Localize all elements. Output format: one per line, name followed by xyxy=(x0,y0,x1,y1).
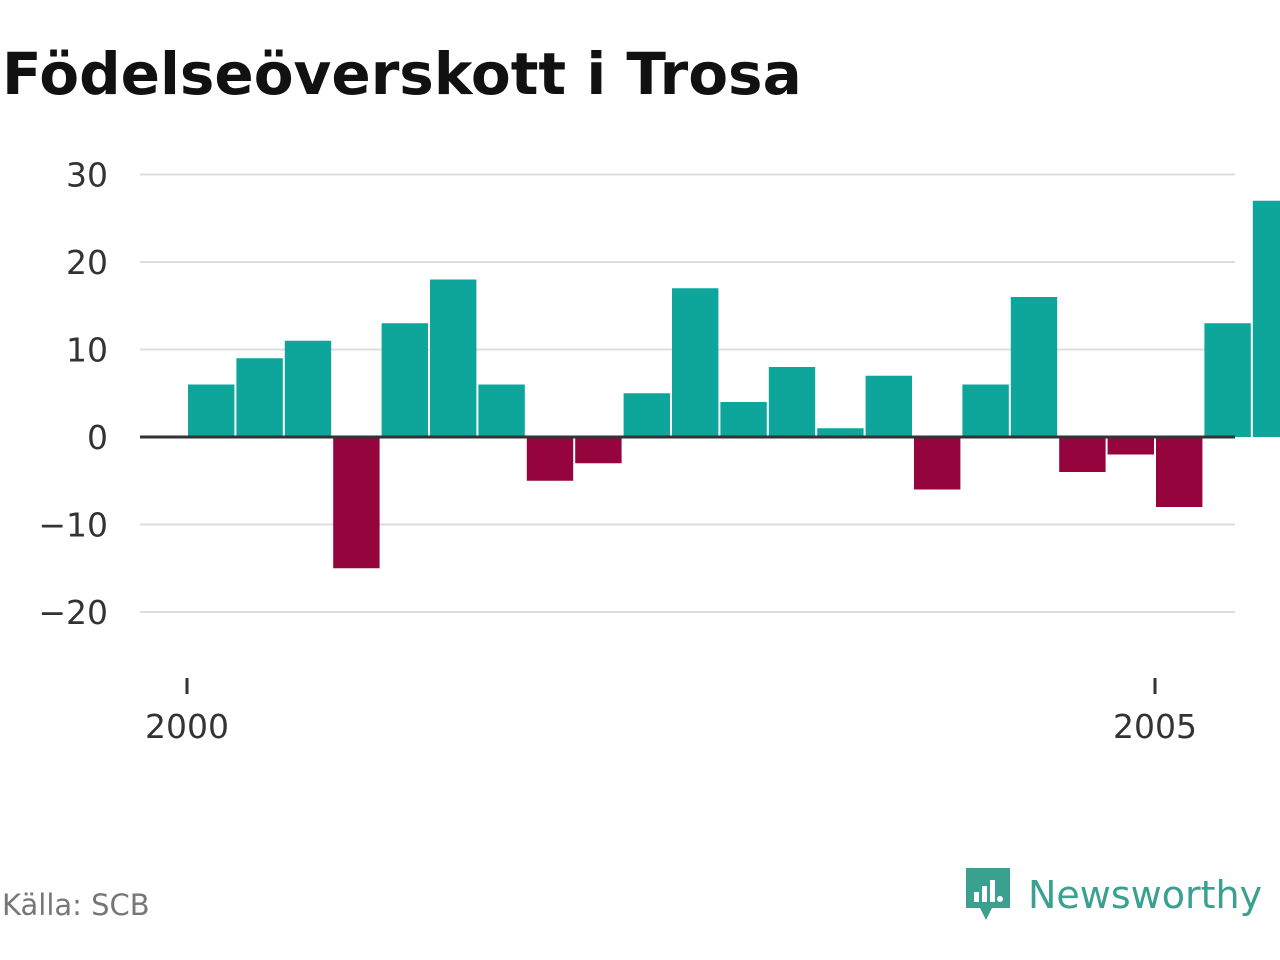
y-tick-label: −10 xyxy=(38,506,108,545)
bar-positive xyxy=(768,367,816,437)
bars xyxy=(188,200,1280,569)
bar-negative xyxy=(333,437,380,569)
bar-positive xyxy=(962,384,1009,437)
bar-positive xyxy=(1252,200,1280,437)
bar-positive xyxy=(430,279,477,437)
bar-negative xyxy=(1059,437,1106,472)
y-tick-label: −20 xyxy=(38,593,108,632)
x-tick-label: 2000 xyxy=(145,707,229,746)
bar-positive xyxy=(478,384,525,437)
bar-positive xyxy=(188,384,235,437)
newsworthy-logo-icon xyxy=(966,868,1010,920)
source-note: Källa: SCB xyxy=(2,888,150,922)
bar-positive xyxy=(817,428,864,437)
bar-positive xyxy=(1010,297,1058,437)
bar-positive xyxy=(623,393,670,437)
chart-title: Födelseöverskott i Trosa xyxy=(2,40,802,108)
bar-positive xyxy=(381,323,428,437)
y-tick-label: 0 xyxy=(87,418,108,457)
brand-name: Newsworthy xyxy=(1028,873,1263,917)
bar-negative xyxy=(914,437,961,490)
y-tick-label: 10 xyxy=(66,331,108,370)
bar-negative xyxy=(575,437,622,464)
bar-positive xyxy=(284,340,332,437)
bar-positive xyxy=(865,375,912,437)
y-tick-label: 20 xyxy=(66,243,108,282)
bar-positive xyxy=(1204,323,1251,437)
brand-logo[interactable]: Newsworthy xyxy=(962,864,1262,926)
bar-positive xyxy=(236,358,283,437)
bar-positive xyxy=(672,288,719,437)
bar-positive xyxy=(720,402,767,437)
bar-negative xyxy=(1156,437,1203,507)
bar-negative xyxy=(1107,437,1154,455)
y-tick-label: 30 xyxy=(66,156,108,195)
bar-negative xyxy=(526,437,574,481)
x-tick-label: 2005 xyxy=(1113,707,1197,746)
